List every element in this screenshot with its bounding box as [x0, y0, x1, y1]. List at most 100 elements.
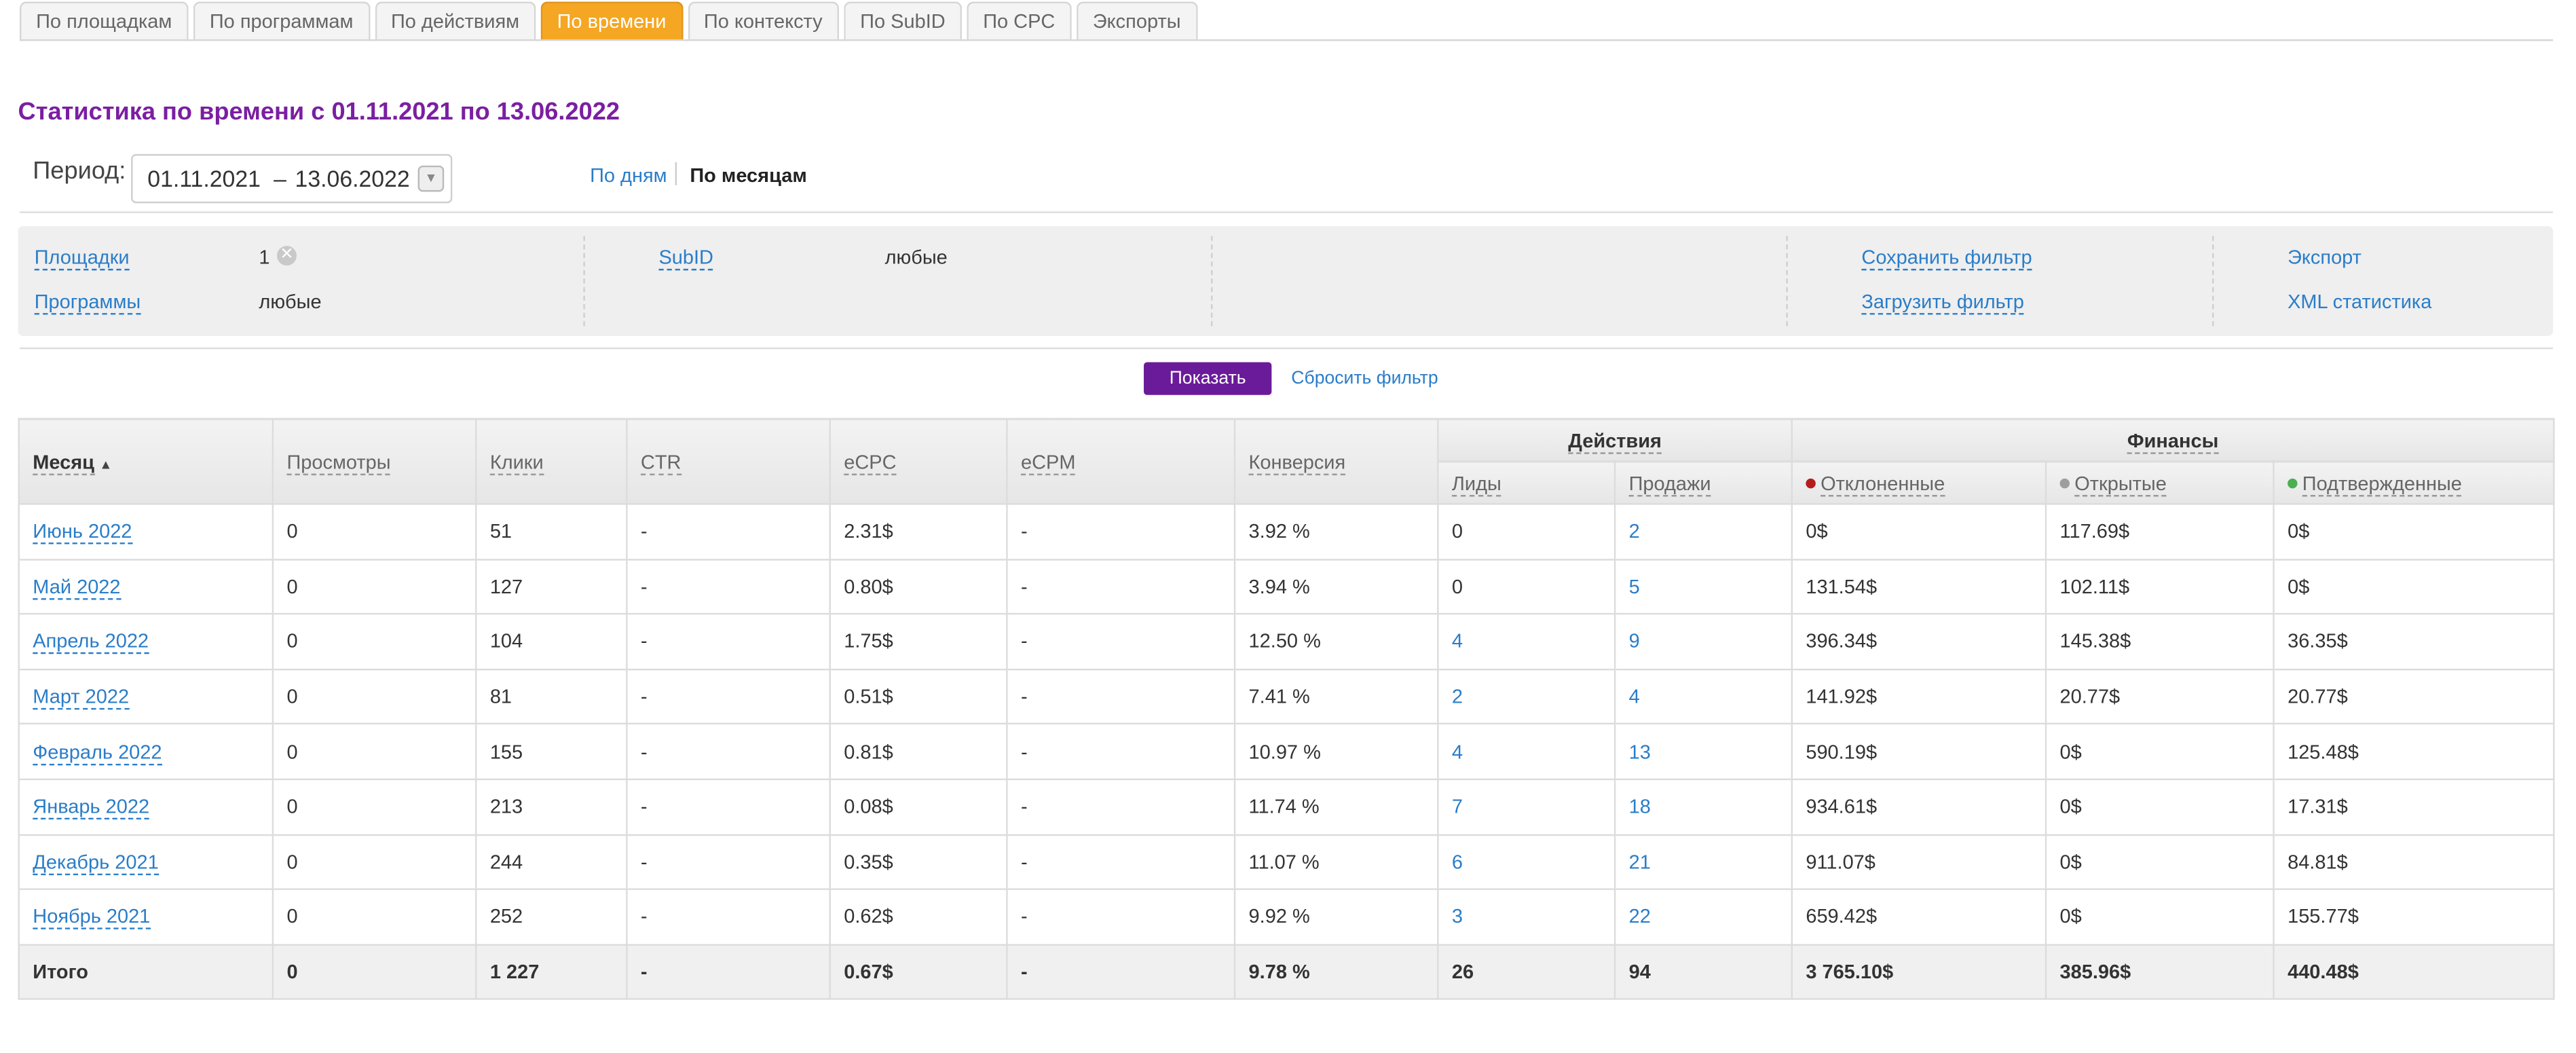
month-link[interactable]: Декабрь 2021	[33, 850, 159, 875]
group-by-days-link[interactable]: По дням	[590, 164, 667, 187]
month-link[interactable]: Январь 2022	[33, 795, 149, 820]
header-leads[interactable]: Лиды	[1437, 460, 1616, 505]
ctr-value: -	[640, 795, 648, 819]
show-button[interactable]: Показать	[1144, 362, 1272, 395]
leads-link[interactable]: 3	[1451, 905, 1463, 929]
leads-link[interactable]: 4	[1451, 630, 1463, 653]
header-leads-label[interactable]: Лиды	[1451, 471, 1501, 496]
cell-sales: 4	[1613, 668, 1793, 725]
cell-open: 117.69$	[2045, 503, 2275, 560]
ctr-value: -	[640, 519, 648, 543]
cell-clicks: 127	[475, 558, 628, 615]
save-filter-link[interactable]: Сохранить фильтр	[1861, 246, 2032, 271]
header-sales-label[interactable]: Продажи	[1628, 471, 1711, 496]
load-filter-link[interactable]: Загрузить фильтр	[1861, 290, 2024, 315]
views-value: 0	[286, 740, 298, 764]
table-row: Январь 2022 0 213 - 0.08$ - 11.74 % 7 18 934.61$ 0…	[18, 778, 2555, 836]
sales-link[interactable]: 4	[1628, 685, 1640, 709]
header-rejected[interactable]: Отклоненные	[1791, 460, 2047, 505]
tab-exports[interactable]: Экспорты	[1076, 1, 1197, 39]
sales-link[interactable]: 13	[1628, 740, 1651, 764]
chevron-down-icon[interactable]: ▼	[417, 165, 445, 192]
header-month-label[interactable]: Месяц	[33, 450, 94, 475]
sales-link[interactable]: 21	[1628, 850, 1651, 874]
header-sales[interactable]: Продажи	[1613, 460, 1793, 505]
month-link[interactable]: Ноябрь 2021	[33, 905, 151, 930]
header-ecpc-label[interactable]: eCPC	[844, 450, 897, 475]
tab-by-programs[interactable]: По программам	[193, 1, 370, 39]
platforms-filter-link[interactable]: Площадки	[34, 246, 130, 271]
tab-by-subid[interactable]: По SubID	[844, 1, 962, 39]
subid-filter-link[interactable]: SubID	[658, 246, 714, 271]
cell-ecpm: -	[1006, 503, 1236, 560]
header-clicks-label[interactable]: Клики	[489, 450, 544, 475]
clear-platforms-icon[interactable]: ✕	[276, 246, 297, 266]
cell-open: 385.96$	[2045, 943, 2275, 1001]
sales-link[interactable]: 18	[1628, 795, 1651, 819]
cell-views: 0	[272, 778, 477, 836]
header-confirmed-label[interactable]: Подтвержденные	[2302, 471, 2462, 496]
cell-leads: 2	[1437, 668, 1616, 725]
tab-by-time[interactable]: По времени	[540, 1, 683, 39]
leads-link[interactable]: 4	[1451, 740, 1463, 764]
header-open-label[interactable]: Открытые	[2074, 471, 2167, 496]
xml-stats-link[interactable]: XML статистика	[2288, 290, 2432, 314]
cell-ecpc: 1.75$	[829, 613, 1008, 670]
cell-sales: 13	[1613, 723, 1793, 781]
header-conversion[interactable]: Конверсия	[1233, 418, 1439, 505]
group-by-months-active[interactable]: По месяцам	[690, 164, 807, 187]
open-status-dot	[2059, 477, 2070, 488]
header-clicks[interactable]: Клики	[475, 418, 628, 505]
header-rejected-label[interactable]: Отклоненные	[1821, 471, 1945, 496]
tab-by-context[interactable]: По контексту	[687, 1, 839, 39]
programs-filter-link[interactable]: Программы	[34, 290, 141, 315]
header-open[interactable]: Открытые	[2045, 460, 2275, 505]
month-link[interactable]: Апрель 2022	[33, 630, 149, 655]
month-link[interactable]: Март 2022	[33, 685, 130, 710]
export-link[interactable]: Экспорт	[2288, 246, 2362, 269]
month-link[interactable]: Февраль 2022	[33, 740, 162, 765]
period-picker[interactable]: 01.11.2021 – 13.06.2022 ▼	[131, 153, 453, 204]
sales-link[interactable]: 2	[1628, 519, 1640, 543]
tab-by-cpc[interactable]: По CPC	[967, 1, 1072, 39]
header-ecpm[interactable]: eCPM	[1006, 418, 1236, 505]
header-views-label[interactable]: Просмотры	[286, 450, 391, 475]
month-link[interactable]: Май 2022	[33, 575, 121, 600]
ecpm-value: -	[1020, 685, 1028, 709]
tab-by-platforms[interactable]: По площадкам	[19, 1, 189, 39]
tabs-divider	[19, 39, 2554, 41]
cell-confirmed: 0$	[2273, 558, 2555, 615]
confirmed-value: 125.48$	[2288, 740, 2359, 764]
header-ctr-label[interactable]: CTR	[640, 450, 682, 475]
cell-ecpm: -	[1006, 778, 1236, 836]
tab-by-actions[interactable]: По действиям	[374, 1, 536, 39]
header-month[interactable]: Месяц ▲	[18, 418, 274, 505]
cell-rejected: 3 765.10$	[1791, 943, 2047, 1001]
leads-link[interactable]: 7	[1451, 795, 1463, 819]
ecpm-value: -	[1020, 795, 1028, 819]
table-row: Ноябрь 2021 0 252 - 0.62$ - 9.92 % 3 22 659.42$ 0$…	[18, 888, 2555, 946]
cell-rejected: 131.54$	[1791, 558, 2047, 615]
platforms-filter-value: 1	[259, 246, 270, 269]
header-ecpc[interactable]: eCPC	[829, 418, 1008, 505]
cell-conversion: 10.97 %	[1233, 723, 1439, 781]
cell-month: Апрель 2022	[18, 613, 274, 670]
cell-clicks: 81	[475, 668, 628, 725]
sales-link[interactable]: 9	[1628, 630, 1640, 653]
sales-link[interactable]: 5	[1628, 575, 1640, 598]
cell-ecpm: -	[1006, 888, 1236, 946]
cell-month: Итого	[18, 943, 274, 1001]
header-conversion-label[interactable]: Конверсия	[1248, 450, 1346, 475]
sales-link[interactable]: 22	[1628, 905, 1651, 929]
header-ctr[interactable]: CTR	[626, 418, 831, 505]
clicks-value: 81	[489, 685, 512, 709]
header-ecpm-label[interactable]: eCPM	[1020, 450, 1076, 475]
leads-link[interactable]: 2	[1451, 685, 1463, 709]
leads-link[interactable]: 6	[1451, 850, 1463, 874]
table-row: Декабрь 2021 0 244 - 0.35$ - 11.07 % 6 21 911.07$…	[18, 833, 2555, 891]
clicks-value: 104	[489, 630, 523, 653]
reset-filter-link[interactable]: Сбросить фильтр	[1291, 369, 1438, 389]
header-views[interactable]: Просмотры	[272, 418, 477, 505]
month-link[interactable]: Июнь 2022	[33, 519, 132, 545]
header-confirmed[interactable]: Подтвержденные	[2273, 460, 2555, 505]
